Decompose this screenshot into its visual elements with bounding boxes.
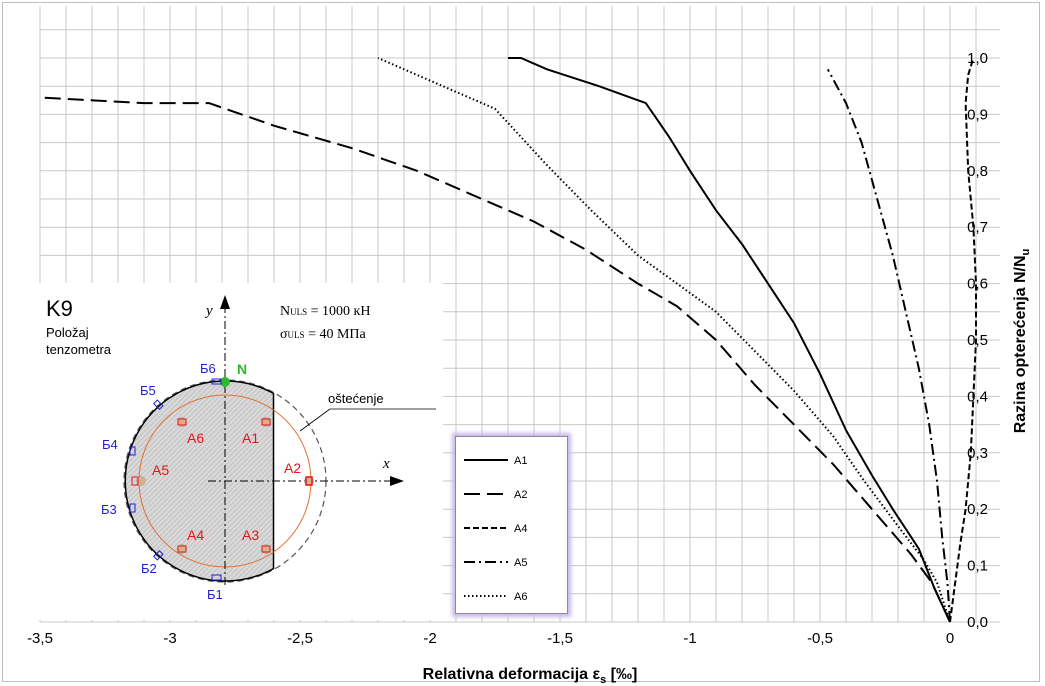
y-tick-label: 0,7: [967, 219, 988, 236]
series-a1: [508, 57, 951, 623]
gauge-b5-box: [153, 399, 164, 410]
y-axis-title: Razina opterećenja N/Nu: [1012, 249, 1032, 434]
label-a6: A6: [187, 430, 204, 446]
gauge-a3-box: [261, 545, 271, 553]
x-tick-label: -0,5: [807, 630, 833, 647]
label-b4: Б4: [102, 437, 118, 452]
n-point: [220, 377, 230, 387]
inset-subtitle-1: Položaj: [46, 325, 89, 340]
label-a3: A3: [242, 527, 259, 543]
x-tick-label: -2,5: [287, 630, 313, 647]
inset-diagram: K9 Položaj tenzometra NULS = 1000 кН σUL…: [46, 295, 436, 602]
legend-label-a6: A6: [514, 591, 527, 603]
legend-label-a4: A4: [514, 523, 527, 535]
label-a1: A1: [242, 430, 259, 446]
column-section: [124, 380, 275, 582]
gauge-b2-box: [153, 550, 164, 561]
label-b3: Б3: [101, 502, 117, 517]
legend-label-a5: A5: [514, 557, 527, 569]
label-b1: Б1: [207, 587, 223, 602]
x-tick-label: -1: [683, 630, 696, 647]
x-axis-arrow: [390, 476, 404, 486]
series-lines: [39, 57, 977, 623]
x-tick-label: -1,5: [547, 630, 573, 647]
x-tick-label: -3: [163, 630, 176, 647]
gauge-a5-box: [131, 476, 139, 486]
strain-gauge-inset: K9 Položaj tenzometra NULS = 1000 кН σUL…: [38, 283, 443, 620]
a-gauges: A1 A2 A3 A4 A5 A6: [131, 417, 314, 554]
x-axis-title: Relativna deformacija εs [‰]: [423, 666, 638, 686]
inset-title: K9: [46, 296, 73, 321]
gauge-a5-mark: [136, 476, 146, 486]
series-a6: [377, 57, 951, 623]
gauge-b3-box: [129, 503, 136, 513]
damage-label: oštećenje: [328, 391, 384, 406]
x-tick-labels: -3,5 -3 -2,5 -2 -1,5 -1 -0,5 0: [27, 630, 954, 647]
y-tick-label: 0,1: [967, 558, 988, 575]
damage-leader: [299, 408, 331, 432]
x-tick-label: -3,5: [27, 630, 53, 647]
y-tick-labels: 0,0 0,1 0,2 0,3 0,4 0,5 0,6 0,7 0,8 0,9 1,0: [967, 50, 988, 631]
y-tick-label: 0,9: [967, 106, 988, 123]
n-point-label: N: [237, 361, 247, 377]
label-b6: Б6: [200, 361, 216, 376]
gauge-b4-box: [129, 446, 136, 456]
y-tick-label: 0,3: [967, 445, 988, 462]
gauge-a1-box: [261, 418, 271, 426]
series-a2: [39, 96, 951, 623]
x-tick-label: -2: [423, 630, 436, 647]
b-gauges: Б1 Б2 Б3 Б4 Б5 Б6: [101, 361, 223, 602]
series-a4: [949, 57, 977, 623]
legend-items: A1 A2 A4 A5 A6: [464, 455, 527, 603]
label-b5: Б5: [140, 383, 156, 398]
legend-label-a2: A2: [514, 489, 527, 501]
gauge-b6-box: [211, 378, 222, 385]
x-tick-label: 0: [946, 630, 954, 647]
inset-axis-x: x: [382, 456, 390, 472]
legend: A1 A2 A4 A5 A6: [455, 436, 568, 614]
gauge-b1-box: [211, 574, 222, 581]
y-tick-label: 0,4: [967, 388, 988, 405]
y-tick-label: 0,5: [967, 332, 988, 349]
y-tick-label: 1,0: [967, 50, 988, 67]
gauge-a2-box: [305, 476, 313, 486]
gauge-a4-box: [177, 545, 187, 553]
sigma-uls-label: σULS = 40 МПа: [280, 327, 367, 342]
label-b2: Б2: [141, 561, 157, 576]
gauge-a6-box: [177, 418, 187, 426]
y-tick-label: 0,2: [967, 501, 988, 518]
label-a5: A5: [152, 462, 169, 478]
legend-label-a1: A1: [514, 455, 527, 467]
n-uls-label: NULS = 1000 кН: [280, 304, 370, 319]
y-tick-label: 0,0: [967, 614, 988, 631]
inset-axis-y: y: [204, 303, 213, 319]
inset-subtitle-2: tenzometra: [46, 342, 112, 357]
label-a2: A2: [284, 460, 301, 476]
y-tick-label: 0,6: [967, 276, 988, 293]
label-a4: A4: [187, 527, 204, 543]
y-tick-label: 0,8: [967, 163, 988, 180]
y-axis-arrow: [220, 295, 230, 309]
